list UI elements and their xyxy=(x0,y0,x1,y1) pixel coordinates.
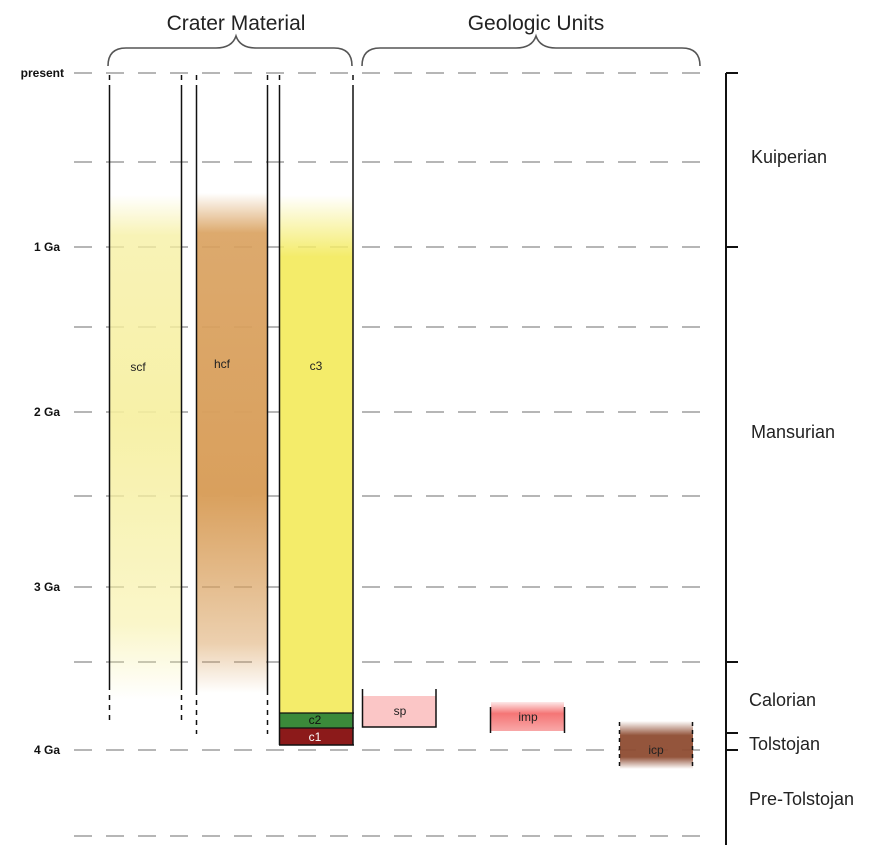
period-tolstojan: Tolstojan xyxy=(749,734,820,754)
imp-label: imp xyxy=(518,710,538,724)
hcf-column: hcf xyxy=(195,75,269,734)
imp-unit: imp xyxy=(489,702,566,733)
geologic-units-brace xyxy=(361,33,701,67)
c3-column: c3 c2 c1 xyxy=(278,75,354,746)
time-label-4ga: 4 Ga xyxy=(34,743,60,757)
c2-fill xyxy=(280,713,353,728)
crater-material-header: Crater Material xyxy=(167,12,306,35)
c3-fill xyxy=(280,256,353,713)
icp-label: icp xyxy=(648,743,664,757)
sp-fill xyxy=(363,696,436,727)
geologic-units-header: Geologic Units xyxy=(468,12,605,35)
time-label-2ga: 2 Ga xyxy=(34,405,60,419)
sp-label: sp xyxy=(394,704,407,718)
c3-label: c3 xyxy=(310,359,323,373)
icp-unit: icp xyxy=(618,721,694,770)
icp-fill xyxy=(620,721,693,769)
scf-fill xyxy=(110,195,182,700)
hcf-label: hcf xyxy=(214,357,231,371)
imp-fill xyxy=(491,702,564,731)
hcf-fill xyxy=(197,193,267,693)
period-axis xyxy=(725,72,738,845)
c2-label: c2 xyxy=(309,713,322,727)
scf-label: scf xyxy=(130,360,146,374)
time-label-present: present xyxy=(21,66,64,80)
period-pre-tolstojan: Pre-Tolstojan xyxy=(749,789,854,809)
scf-column: scf xyxy=(108,75,183,722)
sp-unit: sp xyxy=(361,689,437,728)
crater-material-brace xyxy=(107,33,353,67)
time-label-1ga: 1 Ga xyxy=(34,240,60,254)
c3-fade xyxy=(280,195,353,257)
period-calorian: Calorian xyxy=(749,690,816,710)
c1-label: c1 xyxy=(309,730,322,744)
c1-fill xyxy=(280,728,353,745)
period-kuiperian: Kuiperian xyxy=(751,147,827,167)
time-label-3ga: 3 Ga xyxy=(34,580,60,594)
period-mansurian: Mansurian xyxy=(751,422,835,442)
